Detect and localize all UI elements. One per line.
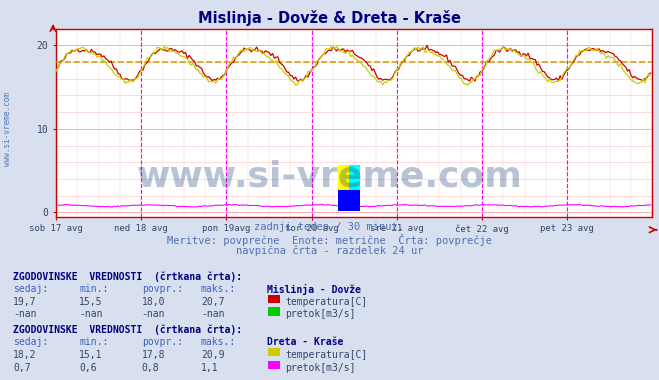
Text: 15,5: 15,5 xyxy=(79,297,103,307)
Text: maks.:: maks.: xyxy=(201,284,236,294)
Text: www.si-vreme.com: www.si-vreme.com xyxy=(3,92,13,166)
Text: navpična črta - razdelek 24 ur: navpična črta - razdelek 24 ur xyxy=(236,245,423,256)
Text: sedaj:: sedaj: xyxy=(13,284,48,294)
Text: 0,8: 0,8 xyxy=(142,363,159,372)
Text: 18,2: 18,2 xyxy=(13,350,37,360)
Text: 17,8: 17,8 xyxy=(142,350,165,360)
Text: min.:: min.: xyxy=(79,337,109,347)
Text: 18,0: 18,0 xyxy=(142,297,165,307)
Text: 19,7: 19,7 xyxy=(13,297,37,307)
Text: min.:: min.: xyxy=(79,284,109,294)
Text: 1,1: 1,1 xyxy=(201,363,219,372)
Text: pretok[m3/s]: pretok[m3/s] xyxy=(285,309,356,319)
Bar xyxy=(338,190,360,211)
Text: zadnji teden / 30 minut.: zadnji teden / 30 minut. xyxy=(254,222,405,232)
Text: -nan: -nan xyxy=(201,309,225,319)
Text: Mislinja - Dovže: Mislinja - Dovže xyxy=(267,284,361,295)
Text: -nan: -nan xyxy=(79,309,103,319)
Text: sedaj:: sedaj: xyxy=(13,337,48,347)
Text: 20,7: 20,7 xyxy=(201,297,225,307)
Bar xyxy=(338,165,349,211)
Text: -nan: -nan xyxy=(142,309,165,319)
Text: povpr.:: povpr.: xyxy=(142,337,183,347)
Text: www.si-vreme.com: www.si-vreme.com xyxy=(136,160,523,194)
Text: pretok[m3/s]: pretok[m3/s] xyxy=(285,363,356,372)
Text: 20,9: 20,9 xyxy=(201,350,225,360)
Text: 0,7: 0,7 xyxy=(13,363,31,372)
Text: temperatura[C]: temperatura[C] xyxy=(285,297,368,307)
Text: Mislinja - Dovže & Dreta - Kraše: Mislinja - Dovže & Dreta - Kraše xyxy=(198,10,461,25)
Text: 0,6: 0,6 xyxy=(79,363,97,372)
Text: povpr.:: povpr.: xyxy=(142,284,183,294)
Text: maks.:: maks.: xyxy=(201,337,236,347)
Text: Dreta - Kraše: Dreta - Kraše xyxy=(267,337,343,347)
Text: Meritve: povprečne  Enote: metrične  Črta: povprečje: Meritve: povprečne Enote: metrične Črta:… xyxy=(167,234,492,246)
Text: temperatura[C]: temperatura[C] xyxy=(285,350,368,360)
Text: 15,1: 15,1 xyxy=(79,350,103,360)
Text: ZGODOVINSKE  VREDNOSTI  (črtkana črta):: ZGODOVINSKE VREDNOSTI (črtkana črta): xyxy=(13,325,243,336)
Text: ZGODOVINSKE  VREDNOSTI  (črtkana črta):: ZGODOVINSKE VREDNOSTI (črtkana črta): xyxy=(13,272,243,282)
Bar xyxy=(338,165,360,211)
Text: -nan: -nan xyxy=(13,309,37,319)
